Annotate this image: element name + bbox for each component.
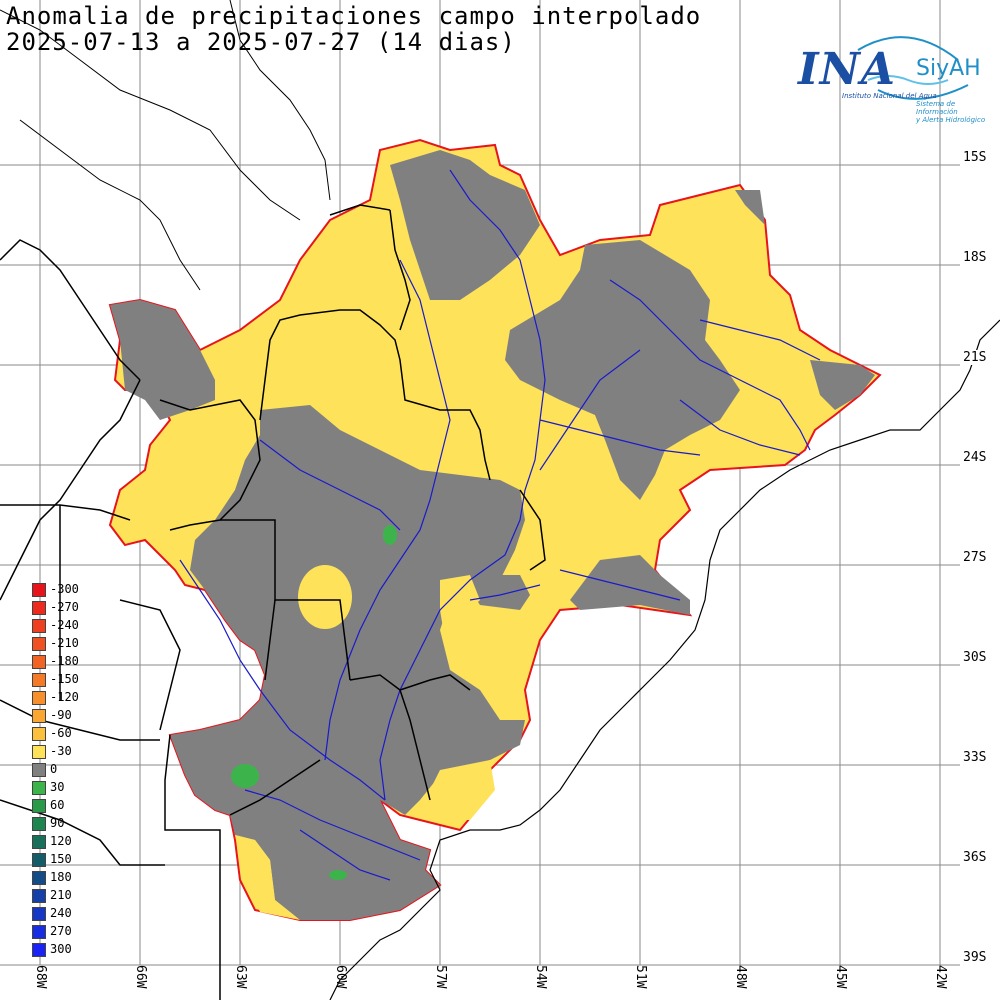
legend-label: 270 (50, 924, 72, 938)
legend-swatch (32, 835, 46, 849)
longitude-label: 68W (33, 965, 48, 989)
latitude-label: 24S (962, 450, 988, 465)
legend-label: -120 (50, 690, 79, 704)
longitude-label: 45W (833, 965, 848, 989)
legend-label: 180 (50, 870, 72, 884)
legend-swatch (32, 727, 46, 741)
map-title: Anomalia de precipitaciones campo interp… (6, 2, 702, 30)
longitude-label: 66W (133, 965, 148, 989)
latitude-label: 27S (962, 550, 988, 565)
latitude-label: 15S (962, 150, 988, 165)
legend-label: 240 (50, 906, 72, 920)
latitude-label: 39S (962, 950, 988, 965)
legend-swatch (32, 781, 46, 795)
latitude-label: 36S (962, 850, 988, 865)
longitude-label: 51W (633, 965, 648, 989)
legend-swatch (32, 799, 46, 813)
legend-swatch (32, 709, 46, 723)
legend-label: 300 (50, 942, 72, 956)
logo-subtitle-line2: y Alerta Hidrológico (916, 116, 986, 124)
logo-subtitle: Sistema de Información y Alerta Hidrológ… (916, 100, 998, 124)
legend-swatch (32, 943, 46, 957)
map-date-range: 2025-07-13 a 2025-07-27 (14 dias) (6, 28, 516, 56)
legend-swatch (32, 745, 46, 759)
legend-label: -150 (50, 672, 79, 686)
legend-swatch (32, 601, 46, 615)
legend-swatch (32, 817, 46, 831)
dry-anomaly-islands (235, 565, 495, 920)
legend-swatch (32, 583, 46, 597)
logo-ina-text: INA (798, 44, 896, 95)
legend-label: -270 (50, 600, 79, 614)
ina-siyah-logo: INA SiyAH Instituto Nacional del Agua Si… (798, 30, 998, 130)
legend-swatch (32, 619, 46, 633)
legend-swatch (32, 655, 46, 669)
subnational-borders (0, 0, 331, 291)
latitude-label: 21S (962, 350, 988, 365)
legend-label: -30 (50, 744, 72, 758)
legend-label: 120 (50, 834, 72, 848)
legend-swatch (32, 691, 46, 705)
coastline (329, 319, 1000, 1000)
latitude-label: 18S (962, 250, 988, 265)
logo-swoosh-icon (857, 36, 969, 100)
legend-label: -300 (50, 582, 79, 596)
country-borders (0, 204, 546, 1000)
legend-label: 60 (50, 798, 65, 812)
legend-swatch (32, 673, 46, 687)
logo-subtitle-line1: Sistema de Información (916, 100, 958, 116)
legend-swatch (32, 871, 46, 885)
longitude-label: 63W (233, 965, 248, 989)
legend-label: -240 (50, 618, 79, 632)
legend-swatch (32, 889, 46, 903)
legend-swatch (32, 763, 46, 777)
legend-label: 210 (50, 888, 72, 902)
longitude-label: 42W (933, 965, 948, 989)
longitude-label: 48W (733, 965, 748, 989)
legend-swatch (32, 907, 46, 921)
legend-swatch (32, 925, 46, 939)
legend-label: -90 (50, 708, 72, 722)
legend-label: -180 (50, 654, 79, 668)
legend-label: 30 (50, 780, 65, 794)
logo-siyah-text: SiyAH (916, 56, 981, 81)
longitude-label: 54W (533, 965, 548, 989)
legend-swatch (32, 637, 46, 651)
logo-institution: Instituto Nacional del Agua (842, 92, 937, 100)
longitude-label: 57W (433, 965, 448, 989)
legend-label: -210 (50, 636, 79, 650)
legend-swatch (32, 853, 46, 867)
legend-label: 90 (50, 816, 65, 830)
longitude-label: 60W (333, 965, 348, 989)
legend-label: -60 (50, 726, 72, 740)
latitude-label: 30S (962, 650, 988, 665)
legend-label: 0 (50, 762, 58, 776)
latitude-label: 33S (962, 750, 988, 765)
legend-label: 150 (50, 852, 72, 866)
wet-anomaly-spots (231, 525, 397, 880)
